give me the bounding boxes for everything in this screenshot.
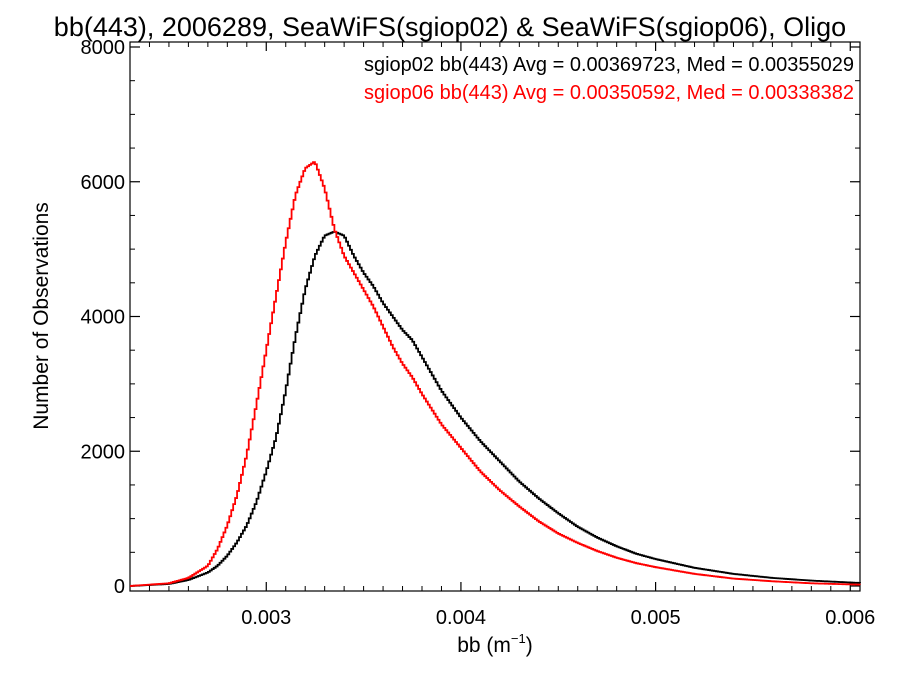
x-axis-label: bb (m−1) (457, 631, 533, 657)
chart-title: bb(443), 2006289, SeaWiFS(sgiop02) & Sea… (54, 12, 846, 42)
x-tick-label: 0.003 (241, 607, 291, 629)
x-axis-label-main: bb (m (457, 634, 511, 657)
y-tick-label: 2000 (81, 441, 126, 463)
x-axis-label-superscript: −1 (511, 631, 526, 646)
legend-entry-sgiop06: sgiop06 bb(443) Avg = 0.00350592, Med = … (364, 82, 854, 104)
y-tick-label: 6000 (81, 172, 126, 194)
y-tick-label: 8000 (81, 37, 126, 59)
x-tick-label: 0.004 (436, 607, 486, 629)
y-tick-label: 4000 (81, 307, 126, 329)
y-axis-label: Number of Observations (30, 202, 53, 430)
legend-entry-sgiop02: sgiop02 bb(443) Avg = 0.00369723, Med = … (364, 54, 854, 76)
axis-ticks: 0.003 0.004 0.005 0.006 0 2000 4000 6000 8000 (81, 37, 876, 629)
y-tick-label: 0 (114, 576, 125, 598)
series-line-sgiop06 (130, 161, 861, 587)
plot-frame (129, 41, 861, 592)
data-series (130, 161, 861, 587)
x-tick-label: 0.005 (631, 607, 681, 629)
series-line-sgiop02 (130, 231, 861, 587)
x-tick-label: 0.006 (825, 607, 875, 629)
x-axis-label-close: ) (526, 634, 533, 657)
